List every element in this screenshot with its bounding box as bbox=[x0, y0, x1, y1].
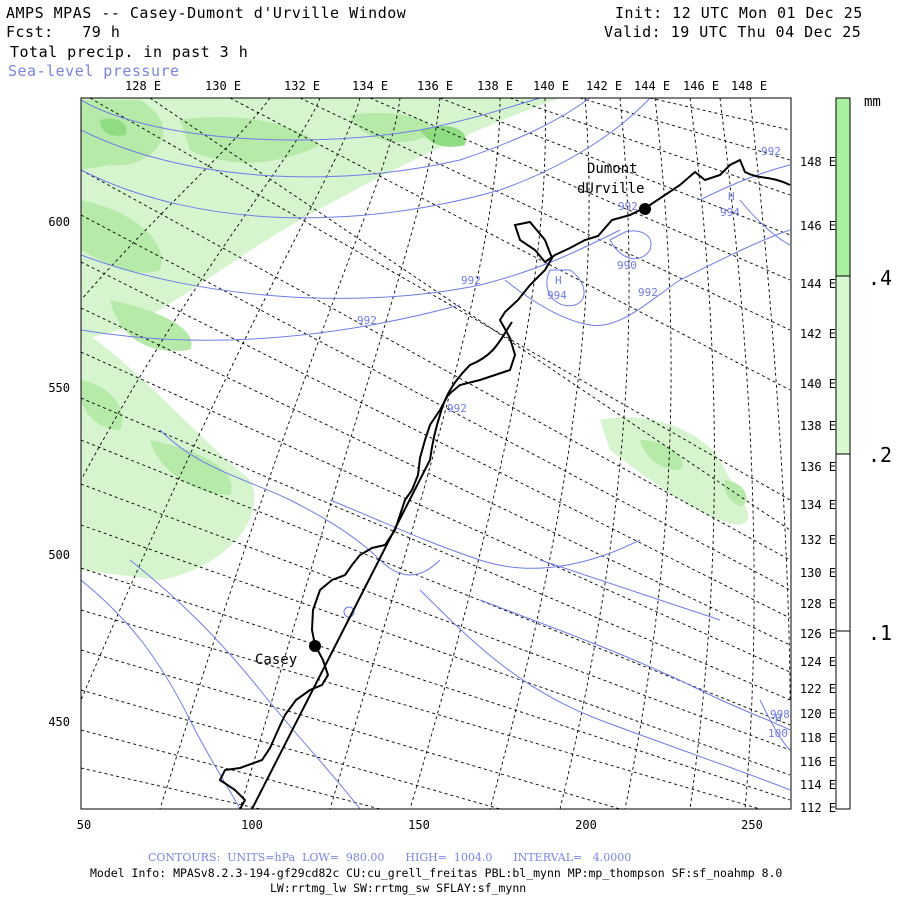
x-axis-labels: 50 100 150 200 250 bbox=[77, 818, 763, 832]
top-lon-label: 134 E bbox=[352, 79, 388, 93]
station-label-dumont: Dumont bbox=[587, 161, 638, 177]
right-lon-label: 112 E bbox=[800, 801, 836, 815]
contour-label: 994 bbox=[547, 289, 567, 302]
contour-label: 992 bbox=[461, 274, 481, 287]
top-lon-label: 136 E bbox=[417, 79, 453, 93]
x-axis-label: 250 bbox=[741, 818, 763, 832]
high-pressure-marker: H bbox=[775, 712, 782, 725]
colorbar-tick: .2 bbox=[868, 443, 892, 467]
field-description: Total precip. in past 3 h bbox=[10, 43, 249, 61]
station-labels: Dumont dUrville Casey bbox=[255, 161, 644, 668]
y-axis-label: 450 bbox=[48, 715, 70, 729]
colorbar: mm .4 .2 .1 bbox=[835, 94, 892, 810]
init-time: Init: 12 UTC Mon 01 Dec 25 bbox=[615, 4, 863, 22]
overlay-description: Sea-level pressure bbox=[8, 62, 180, 80]
model-info: Model Info: MPASv8.2.3-194-gf29cd82c CU:… bbox=[90, 866, 783, 880]
right-lon-label: 146 E bbox=[800, 219, 836, 233]
right-lon-label: 126 E bbox=[800, 627, 836, 641]
right-lon-label: 120 E bbox=[800, 707, 836, 721]
contour-label: 100 bbox=[768, 727, 788, 740]
colorbar-segment-high bbox=[836, 98, 850, 276]
station-label-casey: Casey bbox=[255, 652, 297, 668]
top-lon-label: 140 E bbox=[533, 79, 569, 93]
top-lon-label: 138 E bbox=[477, 79, 513, 93]
contour-labels: 992 992 992 992 992 992 990 994 994 998 … bbox=[357, 145, 790, 740]
plot-frame bbox=[80, 97, 792, 810]
top-lon-label: 142 E bbox=[586, 79, 622, 93]
right-lon-label: 138 E bbox=[800, 419, 836, 433]
x-axis-label: 150 bbox=[408, 818, 430, 832]
contour-label: 992 bbox=[357, 314, 377, 327]
right-lon-label: 144 E bbox=[800, 277, 836, 291]
station-label-durville: dUrville bbox=[577, 181, 644, 197]
precip-shading bbox=[81, 98, 749, 580]
right-lon-label: 148 E bbox=[800, 155, 836, 169]
y-axis-label: 600 bbox=[48, 215, 70, 229]
coastline bbox=[218, 158, 791, 809]
right-lon-label: 130 E bbox=[800, 566, 836, 580]
colorbar-tick: .4 bbox=[868, 266, 892, 290]
right-lon-label: 136 E bbox=[800, 460, 836, 474]
right-lon-label: 128 E bbox=[800, 597, 836, 611]
right-longitude-labels: 148 E 146 E 144 E 142 E 140 E 138 E 136 … bbox=[800, 155, 836, 815]
x-axis-label: 50 bbox=[77, 818, 91, 832]
contour-label: 992 bbox=[761, 145, 781, 158]
right-lon-label: 122 E bbox=[800, 682, 836, 696]
high-pressure-marker: H bbox=[555, 274, 562, 287]
right-lon-label: 118 E bbox=[800, 731, 836, 745]
right-lon-label: 114 E bbox=[800, 778, 836, 792]
right-lon-label: 116 E bbox=[800, 755, 836, 769]
top-lon-label: 128 E bbox=[125, 79, 161, 93]
top-lon-label: 148 E bbox=[731, 79, 767, 93]
pressure-markers: H H H bbox=[555, 190, 782, 725]
contour-label: 990 bbox=[617, 259, 637, 272]
contour-label: 992 bbox=[447, 402, 467, 415]
x-axis-label: 200 bbox=[575, 818, 597, 832]
right-lon-label: 140 E bbox=[800, 377, 836, 391]
top-lon-label: 132 E bbox=[284, 79, 320, 93]
model-info-line2: LW:rrtmg_lw SW:rrtmg_sw SFLAY:sf_mynn bbox=[270, 881, 527, 895]
y-axis-label: 500 bbox=[48, 548, 70, 562]
y-axis-label: 550 bbox=[48, 381, 70, 395]
right-lon-label: 124 E bbox=[800, 655, 836, 669]
right-lon-label: 132 E bbox=[800, 533, 836, 547]
x-axis-label: 100 bbox=[241, 818, 263, 832]
high-pressure-marker: H bbox=[728, 190, 735, 203]
coastline-inner bbox=[251, 321, 513, 809]
valid-time: Valid: 19 UTC Thu 04 Dec 25 bbox=[604, 23, 862, 41]
top-lon-label: 144 E bbox=[634, 79, 670, 93]
top-lon-label: 130 E bbox=[205, 79, 241, 93]
contour-label: 994 bbox=[720, 206, 740, 219]
right-lon-label: 142 E bbox=[800, 327, 836, 341]
station-dumont-durville-marker bbox=[639, 203, 651, 215]
contour-label: 998 bbox=[770, 708, 790, 721]
colorbar-tick: .1 bbox=[868, 621, 892, 645]
top-lon-label: 146 E bbox=[683, 79, 719, 93]
graticule bbox=[81, 98, 791, 809]
colorbar-unit: mm bbox=[864, 94, 881, 110]
forecast-hour: Fcst: 79 h bbox=[6, 23, 121, 41]
map-title: AMPS MPAS -- Casey-Dumont d'Urville Wind… bbox=[6, 4, 407, 22]
colorbar-segment-mid bbox=[836, 276, 850, 454]
right-lon-label: 134 E bbox=[800, 498, 836, 512]
top-longitude-labels: 128 E 130 E 132 E 134 E 136 E 138 E 140 … bbox=[125, 79, 767, 93]
contour-label: 992 bbox=[638, 286, 658, 299]
contour-info: CONTOURS: UNITS=hPa LOW= 980.00 HIGH= 10… bbox=[148, 851, 632, 864]
y-axis-labels: 600 550 500 450 bbox=[48, 215, 70, 729]
station-casey-marker bbox=[309, 640, 321, 652]
contour-label: 992 bbox=[618, 200, 638, 213]
